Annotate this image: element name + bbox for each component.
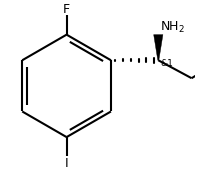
Text: F: F (63, 2, 70, 16)
Text: NH$_2$: NH$_2$ (160, 20, 185, 35)
Text: &1: &1 (161, 59, 174, 68)
Polygon shape (154, 35, 163, 60)
Text: I: I (65, 157, 68, 170)
